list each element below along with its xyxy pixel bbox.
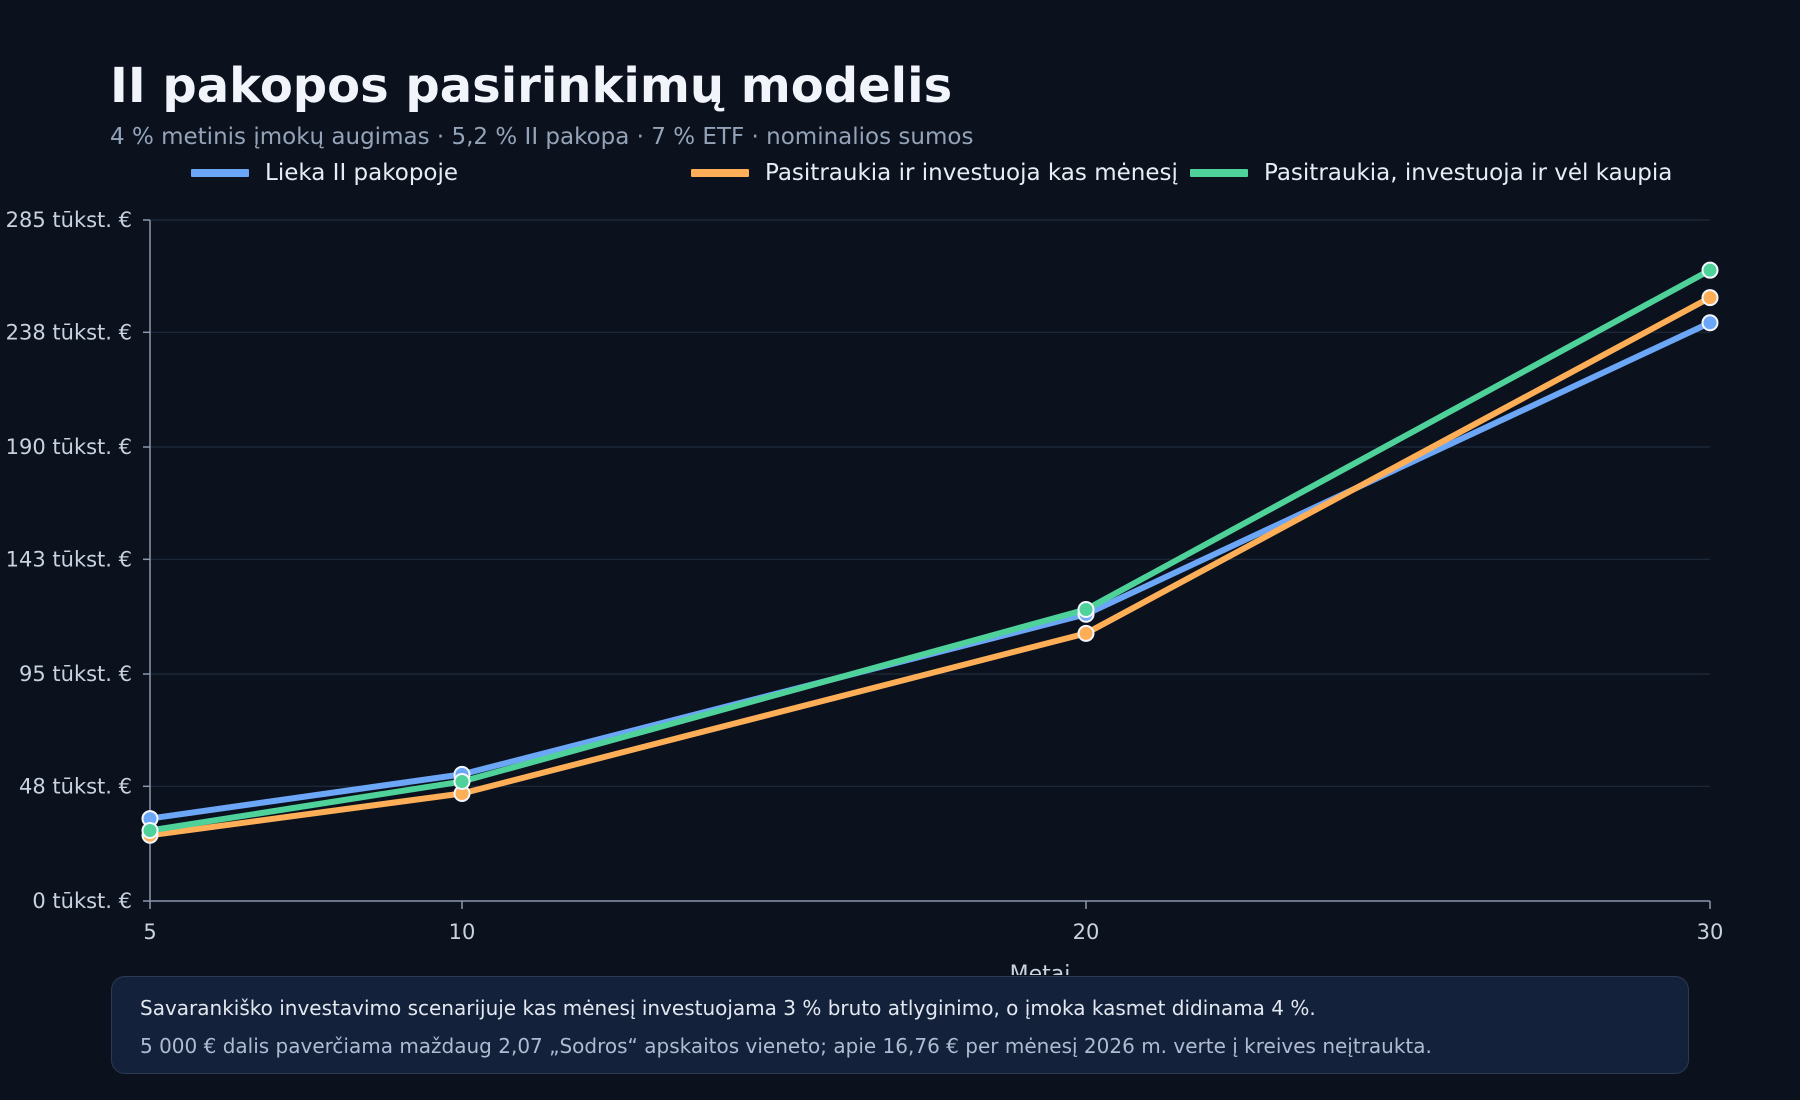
legend-item-investuoja[interactable]: Pasitraukia ir investuoja kas mėnesį xyxy=(691,160,1178,186)
legend-label-lieka: Lieka II pakopoje xyxy=(265,160,459,186)
legend-label-investuoja: Pasitraukia ir investuoja kas mėnesį xyxy=(765,160,1178,186)
x-tick-label: 30 xyxy=(1697,920,1724,944)
grid-lines xyxy=(143,219,1710,902)
y-tick-label: 48 tūkst. € xyxy=(19,774,132,798)
y-tick-label: 95 tūkst. € xyxy=(19,662,132,686)
series-line-1 xyxy=(147,294,1713,839)
series-points xyxy=(141,261,1719,844)
legend-swatch-kaupia xyxy=(1190,169,1248,177)
legend-swatch-lieka xyxy=(191,169,249,177)
y-tick-label: 143 tūkst. € xyxy=(6,547,132,571)
note-line-1: Savarankiško investavimo scenarijuje kas… xyxy=(140,996,1316,1020)
x-tick-label: 10 xyxy=(449,920,476,944)
series-line-2 xyxy=(147,267,1713,834)
series-lines xyxy=(147,267,1713,839)
data-point-1[interactable] xyxy=(1077,624,1095,642)
axes xyxy=(149,220,1710,902)
note-line-2: 5 000 € dalis paverčiama maždaug 2,07 „S… xyxy=(140,1034,1432,1058)
y-tick-label: 285 tūkst. € xyxy=(6,208,132,232)
chart-legend: Lieka II pakopoje Pasitraukia ir investu… xyxy=(0,160,1800,194)
y-tick-label: 238 tūkst. € xyxy=(6,320,132,344)
chart-title: II pakopos pasirinkimų modelis xyxy=(110,58,953,114)
y-tick-label: 0 tūkst. € xyxy=(32,889,132,913)
note-box: Savarankiško investavimo scenarijuje kas… xyxy=(111,976,1689,1074)
data-point-2[interactable] xyxy=(1077,600,1095,618)
legend-item-kaupia[interactable]: Pasitraukia, investuoja ir vėl kaupia xyxy=(1190,160,1672,186)
legend-label-kaupia: Pasitraukia, investuoja ir vėl kaupia xyxy=(1264,160,1673,186)
data-point-2[interactable] xyxy=(1701,261,1719,279)
data-point-0[interactable] xyxy=(1701,314,1719,332)
x-tick-labels: 5 10 20 30 xyxy=(143,901,1723,944)
x-tick-label: 5 xyxy=(143,920,156,944)
data-point-2[interactable] xyxy=(453,773,471,791)
line-chart: 0 tūkst. € 48 tūkst. € 95 tūkst. € 143 tūks… xyxy=(6,208,1724,975)
legend-item-lieka[interactable]: Lieka II pakopoje xyxy=(191,160,458,186)
x-tick-label: 20 xyxy=(1073,920,1100,944)
data-point-2[interactable] xyxy=(141,822,159,840)
legend-swatch-investuoja xyxy=(691,169,749,177)
y-tick-label: 190 tūkst. € xyxy=(6,435,132,459)
x-axis-title: Metai xyxy=(1010,962,1071,975)
data-point-1[interactable] xyxy=(1701,289,1719,307)
y-tick-labels: 0 tūkst. € 48 tūkst. € 95 tūkst. € 143 tūks… xyxy=(6,208,132,913)
chart-subtitle: 4 % metinis įmokų augimas · 5,2 % II pak… xyxy=(110,124,974,150)
